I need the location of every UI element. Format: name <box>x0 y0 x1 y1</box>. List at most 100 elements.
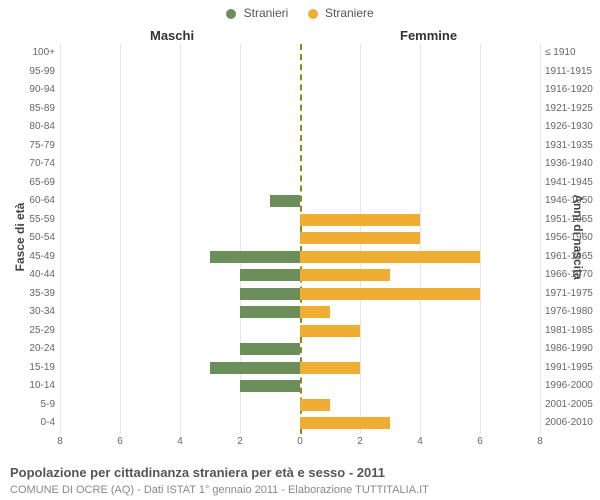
x-tick-label: 8 <box>50 436 70 447</box>
birth-year-label: 1941-1945 <box>545 174 600 193</box>
age-label: 30-34 <box>0 303 55 322</box>
birth-year-label: 1956-1960 <box>545 229 600 248</box>
bar-male <box>240 288 300 300</box>
age-label: 90-94 <box>0 81 55 100</box>
bar-male <box>240 269 300 281</box>
age-label: 50-54 <box>0 229 55 248</box>
column-title-left: Maschi <box>150 28 194 43</box>
age-label: 60-64 <box>0 192 55 211</box>
circle-icon <box>308 9 318 19</box>
age-row <box>60 63 540 82</box>
birth-year-label: 1981-1985 <box>545 322 600 341</box>
age-label: 65-69 <box>0 174 55 193</box>
age-row <box>60 266 540 285</box>
column-title-right: Femmine <box>400 28 457 43</box>
age-label: 20-24 <box>0 340 55 359</box>
legend-label-male: Stranieri <box>244 6 289 20</box>
age-row <box>60 322 540 341</box>
birth-year-label: 1951-1955 <box>545 211 600 230</box>
age-label: 70-74 <box>0 155 55 174</box>
age-row <box>60 155 540 174</box>
age-row <box>60 137 540 156</box>
x-tick-label: 8 <box>530 436 550 447</box>
birth-year-label: 1986-1990 <box>545 340 600 359</box>
circle-icon <box>226 9 236 19</box>
bar-male <box>240 306 300 318</box>
birth-year-label: 2006-2010 <box>545 414 600 433</box>
x-tick-label: 2 <box>230 436 250 447</box>
age-row <box>60 359 540 378</box>
bar-male <box>240 343 300 355</box>
legend-item-male: Stranieri <box>226 6 288 20</box>
age-row <box>60 229 540 248</box>
age-label: 25-29 <box>0 322 55 341</box>
x-tick-label: 2 <box>350 436 370 447</box>
birth-year-label: 1991-1995 <box>545 359 600 378</box>
plot-area <box>60 44 540 434</box>
legend: Stranieri Straniere <box>0 6 600 20</box>
age-row <box>60 285 540 304</box>
bar-female <box>300 232 420 244</box>
bar-female <box>300 288 480 300</box>
birth-year-label: 1911-1915 <box>545 63 600 82</box>
birth-year-label: 1916-1920 <box>545 81 600 100</box>
age-label: 100+ <box>0 44 55 63</box>
bar-male <box>270 195 300 207</box>
legend-label-female: Straniere <box>325 6 374 20</box>
bar-female <box>300 399 330 411</box>
population-pyramid-chart: Stranieri Straniere Maschi Femmine Fasce… <box>0 0 600 500</box>
bar-female <box>300 306 330 318</box>
birth-year-label: 1966-1970 <box>545 266 600 285</box>
age-label: 40-44 <box>0 266 55 285</box>
bar-female <box>300 325 360 337</box>
age-row <box>60 192 540 211</box>
age-label: 55-59 <box>0 211 55 230</box>
legend-item-female: Straniere <box>308 6 374 20</box>
bar-male <box>210 362 300 374</box>
age-row <box>60 396 540 415</box>
bar-male <box>240 380 300 392</box>
age-row <box>60 81 540 100</box>
birth-year-label: 1996-2000 <box>545 377 600 396</box>
x-tick-label: 4 <box>170 436 190 447</box>
birth-year-label: 1931-1935 <box>545 137 600 156</box>
age-label: 5-9 <box>0 396 55 415</box>
bar-male <box>210 251 300 263</box>
age-row <box>60 303 540 322</box>
age-row <box>60 174 540 193</box>
bar-female <box>300 269 390 281</box>
birth-year-label: 1961-1965 <box>545 248 600 267</box>
birth-year-label: 1976-1980 <box>545 303 600 322</box>
age-row <box>60 248 540 267</box>
birth-year-label: 1971-1975 <box>545 285 600 304</box>
age-row <box>60 414 540 433</box>
chart-caption: Popolazione per cittadinanza straniera p… <box>10 465 385 480</box>
age-row <box>60 340 540 359</box>
bar-female <box>300 362 360 374</box>
age-row <box>60 377 540 396</box>
age-row <box>60 211 540 230</box>
birth-year-label: 2001-2005 <box>545 396 600 415</box>
bar-female <box>300 417 390 429</box>
age-label: 95-99 <box>0 63 55 82</box>
bar-female <box>300 251 480 263</box>
age-row <box>60 100 540 119</box>
birth-year-label: 1921-1925 <box>545 100 600 119</box>
age-row <box>60 44 540 63</box>
x-tick-label: 6 <box>110 436 130 447</box>
birth-year-label: 1946-1950 <box>545 192 600 211</box>
age-row <box>60 118 540 137</box>
age-label: 0-4 <box>0 414 55 433</box>
age-label: 85-89 <box>0 100 55 119</box>
x-tick-label: 4 <box>410 436 430 447</box>
x-tick-label: 0 <box>290 436 310 447</box>
age-label: 15-19 <box>0 359 55 378</box>
age-label: 80-84 <box>0 118 55 137</box>
age-label: 10-14 <box>0 377 55 396</box>
age-label: 75-79 <box>0 137 55 156</box>
x-tick-label: 6 <box>470 436 490 447</box>
chart-subcaption: COMUNE DI OCRE (AQ) - Dati ISTAT 1° genn… <box>10 484 429 496</box>
age-label: 45-49 <box>0 248 55 267</box>
bar-female <box>300 214 420 226</box>
birth-year-label: ≤ 1910 <box>545 44 600 63</box>
